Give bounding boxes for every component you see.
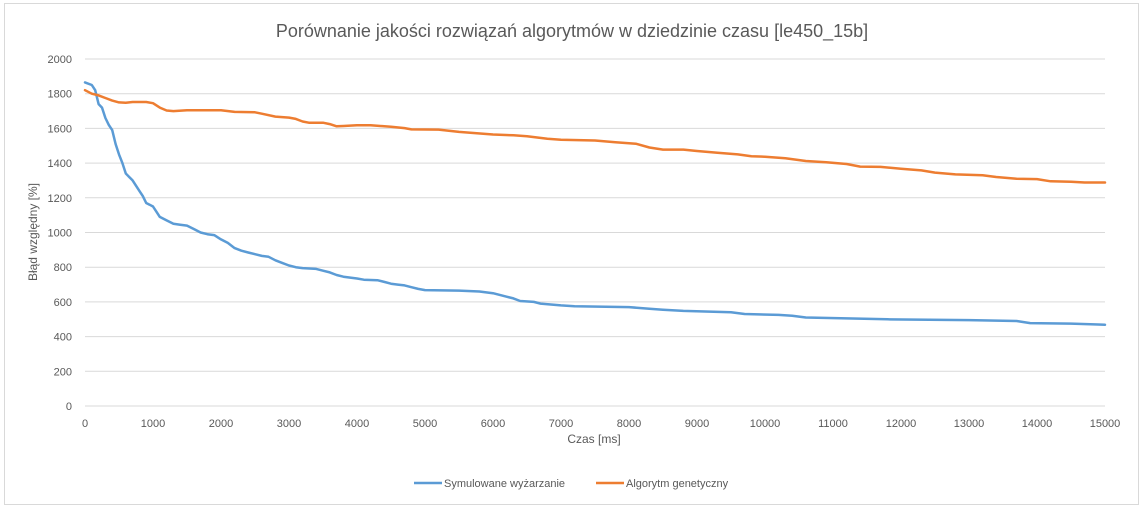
y-tick-label: 1400	[48, 158, 72, 170]
y-tick-label: 1000	[48, 228, 72, 240]
x-tick-label: 1000	[141, 418, 165, 430]
y-tick-labels: 0 200 400 600 800 1000 1200 1400 1600 1800 2000	[48, 54, 72, 413]
y-tick-label: 400	[54, 332, 72, 344]
x-tick-label: 3000	[277, 418, 301, 430]
x-axis-label: Czas [ms]	[567, 432, 620, 446]
x-tick-labels: 0 1000 2000 3000 4000 5000 6000 7000 8000 9000 100…	[82, 418, 1120, 430]
x-tick-label: 5000	[413, 418, 437, 430]
x-tick-label: 10000	[750, 418, 781, 430]
series-line-1	[83, 81, 1107, 327]
x-tick-label: 4000	[345, 418, 369, 430]
gridlines	[85, 58, 1105, 372]
legend-label: Algorytm genetyczny	[626, 478, 729, 490]
y-tick-label: 1800	[48, 89, 72, 101]
x-tick-label: 2000	[209, 418, 233, 430]
x-tick-label: 14000	[1022, 418, 1053, 430]
x-tick-label: 6000	[481, 418, 505, 430]
x-tick-label: 9000	[685, 418, 709, 430]
y-tick-label: 600	[54, 297, 72, 309]
x-tick-label: 8000	[617, 418, 641, 430]
y-tick-label: 800	[54, 262, 72, 274]
y-axis-label: Błąd względny [%]	[26, 183, 40, 281]
x-tick-label: 11000	[818, 418, 848, 430]
chart-frame	[4, 3, 1139, 505]
x-tick-label: 15000	[1090, 418, 1121, 430]
x-tick-label: 13000	[954, 418, 985, 430]
series-line-2	[83, 88, 1107, 184]
y-tick-label: 1600	[48, 123, 72, 135]
legend-label: Symulowane wyżarzanie	[444, 478, 565, 490]
y-tick-label: 1200	[48, 193, 72, 205]
legend: Symulowane wyżarzanie Algorytm genetyczny	[414, 478, 729, 490]
x-tick-label: 0	[82, 418, 88, 430]
x-tick-label: 7000	[549, 418, 573, 430]
y-tick-label: 2000	[48, 54, 72, 66]
series-lines	[83, 81, 1107, 327]
y-tick-label: 0	[66, 401, 72, 413]
x-tick-label: 12000	[886, 418, 917, 430]
chart-title: Porównanie jakości rozwiązań algorytmów …	[276, 21, 868, 42]
y-tick-label: 200	[54, 366, 72, 378]
